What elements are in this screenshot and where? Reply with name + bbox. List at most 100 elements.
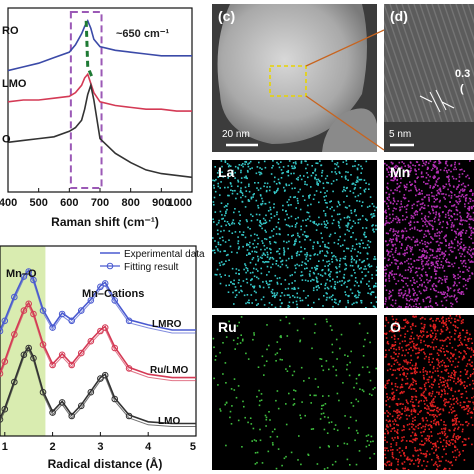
eds-dot xyxy=(360,172,362,174)
eds-dot xyxy=(292,301,294,304)
eds-dot xyxy=(434,329,436,332)
eds-dot xyxy=(230,423,233,425)
eds-dot xyxy=(432,320,434,322)
eds-dot xyxy=(426,166,429,169)
eds-dot xyxy=(277,178,280,181)
eds-dot xyxy=(424,218,427,220)
eds-dot xyxy=(466,220,468,222)
eds-dot xyxy=(442,322,445,324)
exafs-fit-point xyxy=(20,273,28,280)
eds-dot xyxy=(217,182,219,185)
eds-dot xyxy=(390,179,392,181)
exafs-fit-point xyxy=(49,361,56,369)
eds-dot xyxy=(400,230,403,233)
eds-dot xyxy=(463,255,466,258)
eds-dot xyxy=(227,177,229,179)
eds-dot xyxy=(422,162,425,164)
eds-dot xyxy=(345,224,347,227)
eds-dot xyxy=(437,364,440,366)
eds-dot xyxy=(416,240,419,242)
eds-dot xyxy=(413,439,416,441)
eds-dot xyxy=(368,263,370,266)
eds-dot xyxy=(395,237,398,239)
eds-dot xyxy=(468,359,470,362)
eds-dot xyxy=(252,243,254,245)
eds-dot xyxy=(435,449,437,452)
eds-dot xyxy=(224,186,226,189)
eds-dot xyxy=(468,347,471,350)
eds-dot xyxy=(437,433,439,435)
eds-dot xyxy=(285,184,288,187)
eds-dot xyxy=(374,387,376,389)
eds-dot xyxy=(465,421,467,423)
eds-dot xyxy=(417,424,419,427)
eds-dot xyxy=(409,220,412,223)
eds-dot xyxy=(410,460,413,462)
eds-dot xyxy=(305,258,307,260)
eds-dot xyxy=(333,254,335,257)
eds-dot xyxy=(297,191,300,193)
eds-dot xyxy=(422,220,424,222)
eds-dot xyxy=(404,354,406,357)
eds-dot xyxy=(424,271,427,274)
eds-dot xyxy=(453,410,456,412)
eds-dot xyxy=(266,247,268,249)
eds-dot xyxy=(455,206,458,208)
eds-dot xyxy=(397,461,399,463)
eds-dot xyxy=(452,355,454,358)
eds-dot xyxy=(411,298,414,301)
eds-dot xyxy=(443,468,445,470)
eds-dot xyxy=(425,297,428,300)
eds-dot xyxy=(307,176,309,179)
eds-dot xyxy=(456,218,458,221)
eds-dot xyxy=(298,435,300,437)
eds-dot xyxy=(470,232,473,234)
eds-dot xyxy=(466,385,468,387)
eds-dot xyxy=(389,368,392,370)
eds-dot xyxy=(238,210,240,213)
eds-dot xyxy=(384,275,387,277)
eds-dot xyxy=(424,455,427,458)
eds-dot xyxy=(392,398,394,401)
eds-dot xyxy=(438,213,440,216)
eds-dot xyxy=(355,463,358,466)
eds-dot xyxy=(246,177,248,180)
eds-dot xyxy=(396,436,399,438)
eds-dot xyxy=(398,253,401,256)
eds-dot xyxy=(418,349,421,351)
eds-dot xyxy=(431,285,434,287)
eds-dot xyxy=(240,316,243,318)
eds-dot xyxy=(439,169,442,171)
eds-dot xyxy=(407,321,410,324)
eds-dot xyxy=(259,194,262,196)
eds-dot xyxy=(454,417,456,420)
eds-dot xyxy=(384,266,386,268)
eds-dot xyxy=(449,429,451,432)
eds-dot xyxy=(400,454,402,457)
eds-dot xyxy=(242,280,245,282)
eds-dot xyxy=(245,219,248,221)
eds-dot xyxy=(387,252,390,255)
eds-dot xyxy=(466,421,468,423)
eds-dot xyxy=(403,184,406,187)
eds-dot xyxy=(276,189,279,191)
eds-dot xyxy=(294,390,297,392)
eds-dot xyxy=(350,402,353,404)
eds-dot xyxy=(392,324,395,327)
eds-dot xyxy=(437,455,439,458)
eds-dot xyxy=(434,233,436,235)
eds-dot xyxy=(462,278,465,280)
lattice-fringe xyxy=(437,4,474,113)
eds-dot xyxy=(435,199,437,201)
eds-dot xyxy=(412,396,414,398)
eds-dot xyxy=(387,254,389,256)
eds-dot xyxy=(448,194,450,197)
eds-dot xyxy=(389,295,392,298)
eds-dot xyxy=(469,227,472,230)
eds-dot xyxy=(407,166,410,168)
eds-dot xyxy=(279,305,282,308)
eds-dot xyxy=(425,274,427,276)
eds-dot xyxy=(418,168,420,171)
eds-dot xyxy=(388,193,390,196)
eds-dot xyxy=(315,223,317,225)
